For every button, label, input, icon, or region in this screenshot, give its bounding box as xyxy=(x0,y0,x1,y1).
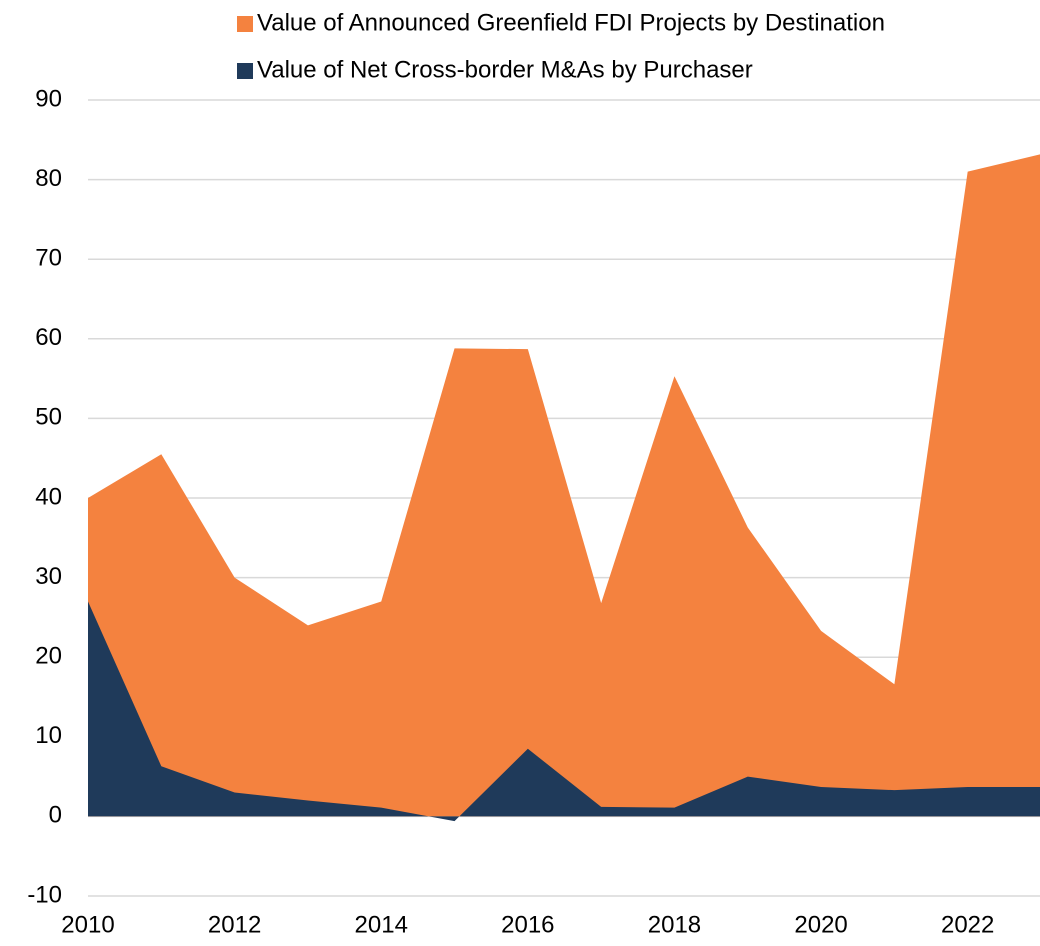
y-tick-label: 0 xyxy=(49,802,62,829)
y-tick-label: 80 xyxy=(35,165,62,192)
legend-swatch xyxy=(237,63,253,79)
y-tick-label: 90 xyxy=(35,85,62,112)
x-tick-label: 2022 xyxy=(941,911,994,938)
y-tick-label: 10 xyxy=(35,722,62,749)
x-tick-label: 2020 xyxy=(794,911,847,938)
x-tick-label: 2010 xyxy=(61,911,114,938)
legend-label: Value of Net Cross-border M&As by Purcha… xyxy=(257,56,753,83)
x-tick-label: 2014 xyxy=(355,911,408,938)
area xyxy=(88,154,1040,817)
x-tick-label: 2016 xyxy=(501,911,554,938)
y-tick-label: -10 xyxy=(27,881,62,908)
legend-swatch xyxy=(237,16,253,32)
y-tick-label: 70 xyxy=(35,245,62,272)
y-tick-label: 60 xyxy=(35,324,62,351)
area xyxy=(88,601,1040,822)
y-tick-label: 50 xyxy=(35,404,62,431)
y-tick-label: 40 xyxy=(35,483,62,510)
y-tick-label: 30 xyxy=(35,563,62,590)
y-tick-label: 20 xyxy=(35,643,62,670)
x-tick-label: 2018 xyxy=(648,911,701,938)
legend-label: Value of Announced Greenfield FDI Projec… xyxy=(257,9,885,36)
x-tick-label: 2012 xyxy=(208,911,261,938)
